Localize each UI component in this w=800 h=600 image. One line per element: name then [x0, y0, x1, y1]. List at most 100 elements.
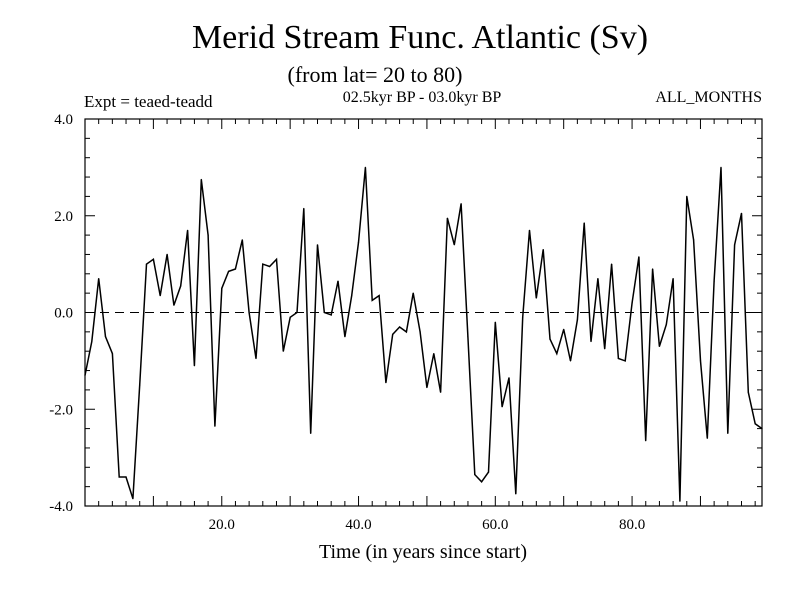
months-label: ALL_MONTHS [655, 89, 762, 106]
x-tick-label: 60.0 [482, 517, 508, 533]
data-point [111, 353, 113, 355]
data-point [734, 244, 736, 246]
data-point [747, 391, 749, 393]
data-point [323, 311, 325, 314]
y-tick-label: 2.0 [54, 209, 73, 225]
data-point [385, 382, 387, 384]
data-point [351, 295, 353, 297]
data-point [330, 314, 332, 316]
data-point [467, 336, 469, 338]
series [84, 166, 763, 502]
data-point [316, 244, 319, 246]
data-point [453, 244, 455, 246]
data-point [275, 258, 278, 260]
data-point [617, 357, 620, 360]
data-point [159, 295, 161, 297]
data-point [535, 297, 537, 299]
data-point [652, 268, 654, 270]
data-point [152, 258, 154, 260]
data-point [412, 292, 414, 294]
data-point [405, 331, 407, 333]
y-tick-label: -2.0 [49, 402, 73, 418]
data-point [228, 270, 230, 272]
data-point [419, 331, 421, 333]
data-point [761, 428, 763, 430]
ticks: 20.0 40.0 60.0 80.0 4.0 2.0 0.0 -2.0 -4.0 [49, 112, 762, 533]
data-point [515, 493, 517, 495]
data-point [371, 299, 373, 301]
data-point [508, 377, 510, 379]
data-point [207, 234, 209, 236]
data-point [132, 498, 134, 500]
data-point [344, 336, 346, 338]
data-point [166, 253, 168, 255]
data-point [522, 316, 524, 318]
data-point [487, 471, 490, 473]
x-tick-label: 40.0 [345, 517, 371, 533]
data-point [481, 481, 483, 483]
data-point [658, 345, 661, 347]
data-point [604, 348, 606, 350]
data-point [262, 263, 264, 265]
data-point [214, 425, 216, 427]
data-point [337, 280, 339, 282]
chart-subtitle: (from lat= 20 to 80) [288, 62, 463, 87]
data-point [569, 360, 572, 362]
data-point [392, 333, 394, 335]
data-point [241, 239, 243, 241]
data-point [611, 263, 613, 265]
data-point [378, 295, 380, 297]
data-point [590, 340, 592, 343]
data-point [583, 222, 585, 224]
data-point [118, 476, 120, 478]
data-point [645, 440, 647, 442]
data-point [125, 476, 127, 478]
data-point [460, 203, 462, 205]
data-point [440, 391, 442, 393]
data-point [91, 340, 93, 343]
data-point [679, 500, 681, 502]
y-tick-label: 0.0 [54, 306, 73, 322]
data-point [139, 384, 141, 386]
y-tick-label: -4.0 [49, 499, 73, 515]
data-point [289, 316, 291, 318]
data-point [693, 239, 695, 241]
data-point [399, 326, 401, 328]
data-point [221, 287, 223, 289]
data-point [549, 338, 551, 340]
data-point [193, 365, 195, 367]
x-tick-label: 20.0 [209, 517, 235, 533]
data-point [528, 229, 531, 231]
data-point [84, 374, 86, 376]
data-point [720, 166, 722, 168]
data-point [180, 285, 182, 287]
data-point [706, 437, 708, 439]
data-point [597, 278, 599, 280]
experiment-label: Expt = teaed-teadd [84, 92, 213, 111]
data-point [631, 302, 633, 304]
chart-title: Merid Stream Func. Atlantic (Sv) [192, 19, 648, 56]
data-point [234, 268, 236, 270]
data-point [576, 319, 579, 321]
data-point [446, 217, 448, 219]
data-point [624, 360, 626, 362]
data-point [474, 474, 476, 476]
data-point [310, 432, 312, 434]
data-point [282, 350, 284, 352]
data-point [98, 278, 100, 280]
data-point [699, 360, 702, 362]
data-point [269, 265, 271, 268]
period-label: 02.5kyr BP - 03.0kyr BP [343, 89, 502, 106]
y-tick-label: 4.0 [54, 112, 73, 128]
data-point [145, 263, 148, 265]
data-point [357, 241, 360, 243]
data-point [638, 256, 640, 258]
data-point [556, 353, 558, 355]
data-point [303, 207, 305, 210]
data-point [754, 423, 756, 425]
data-point [296, 311, 298, 314]
data-point [672, 278, 674, 280]
data-point [713, 280, 715, 282]
x-axis-label: Time (in years since start) [319, 541, 527, 563]
